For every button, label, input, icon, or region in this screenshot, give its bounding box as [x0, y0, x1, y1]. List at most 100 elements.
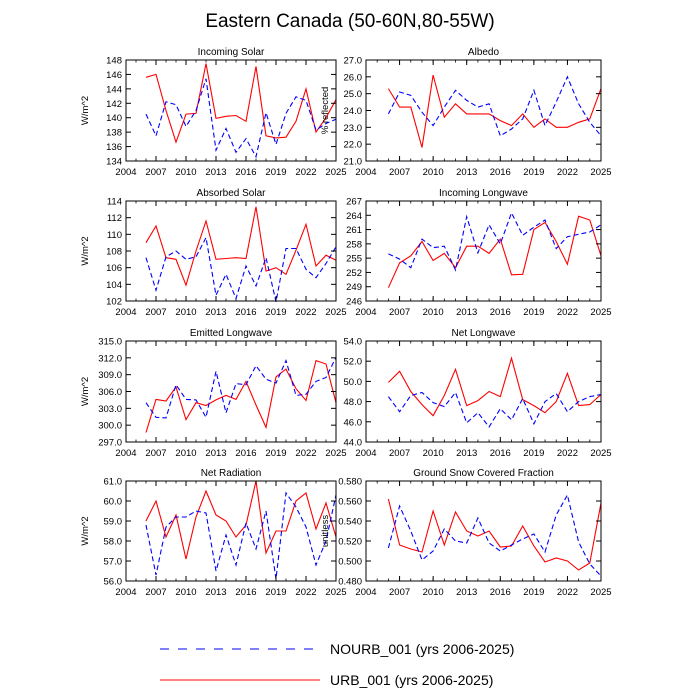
y-tick-label: 50.0	[344, 377, 363, 388]
x-tick-label: 2019	[265, 448, 286, 459]
series-line-urb	[145, 63, 337, 144]
x-tick-label: 2025	[325, 448, 346, 459]
panel-title: Incoming Longwave	[439, 188, 528, 199]
x-tick-label: 2025	[590, 448, 611, 459]
panels-container: 2004 2007 2010 2013 2016 2019 2022 2025 134 136 13…	[80, 47, 612, 598]
chart-panel-2: 2004 2007 2010 2013 2016 2019 2022 202521.022.0…	[320, 47, 612, 178]
panel-title: Emitted Longwave	[190, 328, 273, 339]
panel-title: Absorbed Solar	[197, 188, 267, 199]
chart-panel-1: 2004 2007 2010 2013 2016 2019 2022 2025 134 136 13…	[80, 47, 347, 178]
x-tick-label: 2013	[205, 307, 226, 318]
y-tick-label: 264	[346, 211, 362, 222]
x-tick-label: 2004	[355, 167, 376, 178]
y-tick-label: 252	[346, 268, 362, 279]
y-tick-label: 0.500	[338, 557, 362, 568]
y-tick-label: 26.0	[344, 72, 363, 83]
x-tick-label: 2016	[490, 307, 511, 318]
y-tick-label: 144	[106, 84, 122, 95]
plot-frame	[365, 200, 602, 302]
x-tick-label: 2022	[295, 448, 316, 459]
x-tick-label: 2004	[355, 448, 376, 459]
x-tick-label: 2010	[175, 587, 196, 598]
chart-panel-8: 2004 2007 2010 2013 2016 2019 2022 20250.4800.5…	[320, 468, 612, 598]
x-tick-label: 2013	[456, 167, 477, 178]
y-axis-label: W/m^2	[80, 236, 91, 265]
series-line-nourb	[145, 236, 337, 302]
plot-frame	[365, 59, 602, 162]
x-tick-label: 2016	[235, 307, 256, 318]
y-tick-label: 0.520	[338, 537, 362, 548]
x-tick-label: 2022	[557, 448, 578, 459]
x-tick-label: 2016	[490, 587, 511, 598]
x-tick-label: 2016	[235, 587, 256, 598]
y-tick-label: 142	[106, 99, 122, 110]
y-tick-label: 303.0	[98, 404, 122, 415]
series-line-nourb	[387, 75, 602, 137]
y-tick-label: 61.0	[104, 477, 123, 488]
x-tick-label: 2016	[490, 167, 511, 178]
y-tick-label: 138	[106, 128, 122, 139]
y-tick-label: 60.0	[104, 497, 123, 508]
x-tick-label: 2004	[115, 587, 136, 598]
y-tick-label: 0.580	[338, 477, 362, 488]
x-tick-label: 2013	[205, 587, 226, 598]
y-tick-label: 0.560	[338, 497, 362, 508]
series-line-nourb	[145, 491, 337, 580]
x-tick-label: 2004	[355, 307, 376, 318]
y-axis-label: W/m^2	[80, 516, 91, 545]
plot-frame	[125, 480, 337, 582]
panel-title: Net Longwave	[452, 328, 516, 339]
series-line-nourb	[387, 493, 602, 577]
plot-frame	[125, 59, 337, 162]
x-tick-label: 2013	[456, 587, 477, 598]
y-tick-label: 140	[106, 113, 122, 124]
y-axis-label: W/m^2	[80, 377, 91, 406]
y-tick-label: 136	[106, 142, 122, 153]
y-tick-label: 0.480	[338, 577, 362, 588]
chart-panel-4: 2004 2007 2010 2013 2016 2019 2022 2025 246 249 25…	[346, 188, 611, 318]
y-tick-label: 0.540	[338, 517, 362, 528]
series-line-nourb	[145, 78, 337, 159]
y-axis-label: % reflected	[320, 87, 331, 135]
series-line-urb	[145, 480, 337, 560]
y-tick-label: 255	[346, 254, 362, 265]
x-tick-label: 2007	[145, 448, 166, 459]
plot-frame	[365, 340, 602, 443]
y-tick-label: 108	[106, 247, 122, 258]
x-tick-label: 2016	[490, 448, 511, 459]
x-tick-label: 2013	[205, 448, 226, 459]
x-tick-label: 2007	[145, 587, 166, 598]
x-tick-label: 2022	[295, 587, 316, 598]
y-tick-label: 102	[106, 297, 122, 308]
x-tick-label: 2019	[265, 307, 286, 318]
x-tick-label: 2013	[456, 448, 477, 459]
x-tick-label: 2007	[389, 448, 410, 459]
y-tick-label: 309.0	[98, 370, 122, 381]
x-tick-label: 2007	[389, 307, 410, 318]
y-tick-label: 148	[106, 56, 122, 67]
y-tick-label: 146	[106, 70, 122, 81]
plot-frame	[125, 340, 337, 443]
chart-panel-7: 2004 2007 2010 2013 2016 2019 2022 2025 56.0 57.0…	[80, 468, 347, 598]
panel-title: Incoming Solar	[198, 47, 265, 58]
x-tick-label: 2010	[423, 448, 444, 459]
panel-title: Albedo	[468, 47, 500, 58]
y-tick-label: 25.0	[344, 89, 363, 100]
x-tick-label: 2004	[115, 167, 136, 178]
x-tick-label: 2019	[265, 167, 286, 178]
series-line-urb	[388, 356, 602, 417]
y-axis-label: W/m^2	[80, 96, 91, 125]
y-tick-label: 249	[346, 282, 362, 293]
x-tick-label: 2019	[523, 167, 544, 178]
y-tick-label: 312.0	[98, 353, 122, 364]
y-tick-label: 21.0	[344, 157, 363, 168]
x-tick-label: 2025	[590, 167, 611, 178]
x-tick-label: 2022	[295, 167, 316, 178]
y-tick-label: 315.0	[98, 337, 122, 348]
x-tick-label: 2019	[523, 448, 544, 459]
y-tick-label: 258	[346, 239, 362, 250]
chart-panel-6: 2004 2007 2010 2013 2016 2019 2022 2025 44.0 46.0…	[344, 328, 612, 459]
x-tick-label: 2004	[115, 307, 136, 318]
y-tick-label: 110	[107, 230, 122, 241]
y-tick-label: 27.0	[344, 56, 363, 67]
